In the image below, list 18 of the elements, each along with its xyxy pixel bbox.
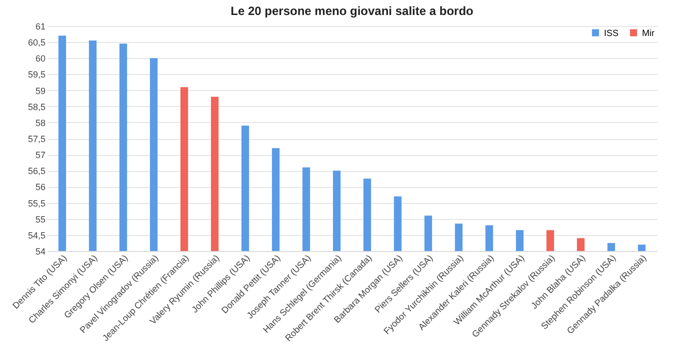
y-tick-label: 57,5	[28, 134, 46, 144]
y-tick-label: 60	[35, 54, 46, 64]
y-tick-label: 61	[35, 22, 46, 32]
y-tick-label: 56,5	[28, 166, 46, 176]
chart-title: Le 20 persone meno giovani salite a bordo	[230, 4, 474, 18]
legend-label: ISS	[604, 28, 619, 38]
y-tick-label: 60,5	[28, 38, 46, 48]
y-tick-label: 59	[35, 86, 46, 96]
y-tick-label: 54	[35, 246, 46, 256]
y-tick-label: 57	[35, 150, 46, 160]
y-tick-label: 55,5	[28, 198, 46, 208]
y-tick-label: 54,5	[28, 230, 46, 240]
y-tick-label: 56	[35, 182, 46, 192]
y-tick-label: 59,5	[28, 70, 46, 80]
y-tick-label: 58	[35, 118, 46, 128]
y-tick-label: 58,5	[28, 102, 46, 112]
y-tick-label: 55	[35, 214, 46, 224]
legend-label: Mir	[642, 28, 654, 38]
